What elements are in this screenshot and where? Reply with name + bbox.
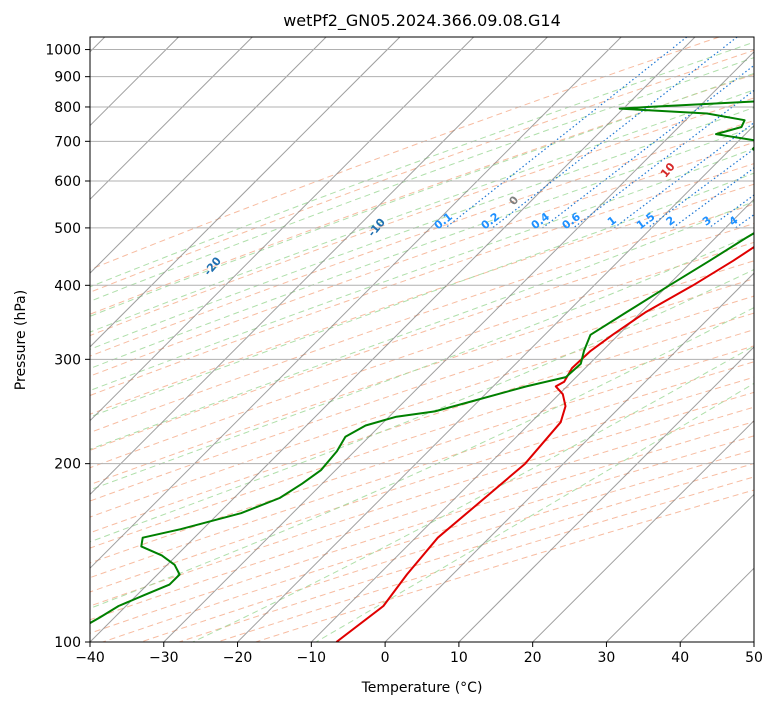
isotherm-line	[310, 198, 754, 642]
dry-adiabat-line	[90, 141, 754, 377]
moist-adiabat-line	[90, 147, 754, 392]
y-tick-label: 600	[54, 174, 81, 190]
dry-adiabat-line	[90, 278, 754, 502]
y-tick-label: 500	[54, 221, 81, 237]
dry-adiabat-line	[90, 163, 754, 397]
dewpoint-profile-line	[90, 100, 754, 625]
mixing-ratio-line	[613, 121, 754, 229]
moist-adiabat-line	[90, 172, 754, 418]
isotherm-line	[606, 493, 754, 642]
y-tick-label: 900	[54, 70, 81, 86]
chart-title: wetPf2_GN05.2024.366.09.08.G14	[283, 11, 561, 31]
y-axis-title: Pressure (hPa)	[13, 290, 29, 390]
isotherms	[90, 37, 754, 642]
moist-adiabat-line	[90, 233, 754, 491]
moist-adiabats	[90, 41, 754, 642]
y-tick-label: 400	[54, 278, 81, 294]
isotherm-line	[90, 37, 622, 569]
dry-adiabat-line	[90, 391, 754, 607]
x-tick-label: 20	[524, 650, 542, 666]
x-tick-label: −30	[149, 650, 179, 666]
isotherm-line	[90, 37, 548, 496]
y-tick-label: 700	[54, 134, 81, 150]
x-tick-label: −10	[297, 650, 327, 666]
isotherm-line	[90, 37, 253, 201]
dry-adiabat-line	[90, 73, 754, 315]
temperature-profile-line	[335, 245, 754, 642]
moist-adiabat-line	[90, 57, 754, 302]
isotherm-line	[90, 37, 696, 642]
x-tick-label: 40	[671, 650, 689, 666]
isotherm-line	[90, 37, 475, 422]
mixing-ratio-line	[542, 64, 754, 229]
x-tick-label: 50	[745, 650, 763, 666]
moist-adiabat-line	[90, 41, 754, 288]
x-tick-label: 10	[450, 650, 468, 666]
plot-frame	[89, 36, 755, 643]
isotherm-line	[458, 346, 754, 642]
isotherm-line	[163, 51, 754, 642]
dry-adiabat-line	[90, 223, 754, 451]
x-tick-label: 0	[381, 650, 390, 666]
profile-series	[90, 100, 754, 642]
x-tick-label: 30	[598, 650, 616, 666]
x-tick-label: −40	[75, 650, 105, 666]
moist-adiabat-line	[90, 107, 754, 350]
y-tick-label: 200	[54, 457, 81, 473]
x-axis: −40 −30 −20 −10 0 10 20 30 40 50	[75, 642, 763, 666]
dry-adiabat-line	[90, 49, 754, 293]
moist-adiabat-line	[192, 345, 754, 642]
dry-adiabat-line	[90, 329, 754, 549]
mixing-ratio-line	[445, 37, 688, 229]
mixing-ratio-lines	[445, 37, 754, 229]
dry-adiabat-line	[90, 361, 754, 579]
y-tick-label: 100	[54, 635, 81, 651]
y-tick-label: 1000	[45, 43, 81, 59]
isotherm-line	[532, 419, 754, 642]
y-tick-label: 800	[54, 100, 81, 116]
dry-adiabat-line	[90, 97, 754, 337]
isotherm-line	[384, 272, 754, 642]
isotherm-line	[90, 37, 327, 274]
pressure-gridlines	[90, 49, 754, 642]
y-tick-label: 300	[54, 352, 81, 368]
isotherm-line	[90, 37, 401, 348]
moist-adiabat-line	[90, 72, 754, 317]
x-axis-title: Temperature (°C)	[361, 680, 483, 696]
x-tick-label: −20	[223, 650, 253, 666]
y-axis: 100 200 300 400 500 600 700 800 900 1000	[45, 43, 90, 651]
moist-adiabat-line	[315, 382, 754, 642]
